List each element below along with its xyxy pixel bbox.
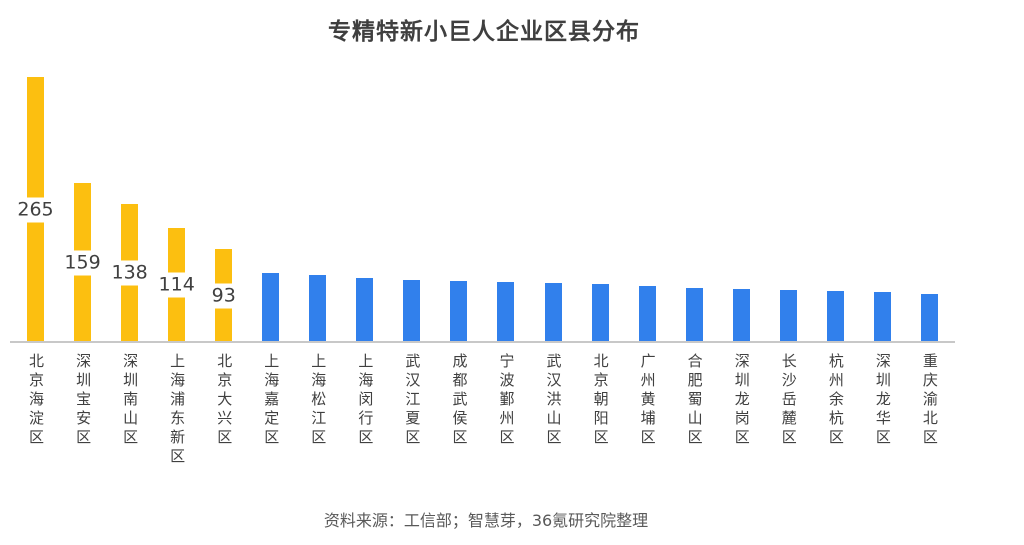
bar-column: 159 [59,77,106,342]
highlighted-bar: 114 [155,228,198,342]
x-axis-label-cell: 上海松江区 [294,353,341,467]
x-axis-label: 宁波鄞州区 [497,353,516,448]
bar [356,278,374,342]
bar [309,275,327,342]
bar-column [859,77,906,342]
x-axis-label: 上海闵行区 [356,353,375,448]
bar-column [388,77,435,342]
x-axis-label: 成都武侯区 [450,353,469,448]
bar [638,286,656,342]
bar-column: 114 [153,77,200,342]
x-axis-label-cell: 杭州余杭区 [812,353,859,467]
x-axis-label-cell: 北京朝阳区 [577,353,624,467]
bar-column [812,77,859,342]
x-axis-label: 北京海淀区 [27,353,46,448]
x-axis-label-cell: 成都武侯区 [435,353,482,467]
x-axis-label-cell: 深圳宝安区 [59,353,106,467]
bar-column [765,77,812,342]
plot-area: 265 159 138 114 93 [12,77,953,342]
x-axis-label-cell: 重庆渝北区 [906,353,953,467]
x-axis-label: 武汉江夏区 [403,353,422,448]
chart-title: 专精特新小巨人企业区县分布 [328,19,640,45]
bar [262,273,280,342]
bar-column [530,77,577,342]
x-axis-label: 重庆渝北区 [920,353,939,448]
highlighted-bar: 138 [108,204,151,342]
bar [826,291,844,342]
x-axis-line [10,341,955,343]
x-axis-labels: 北京海淀区 深圳宝安区 深圳南山区 上海浦东新区 北京大兴区 上海嘉定区 上海松江区 上海闵行… [12,353,953,467]
bar-column [671,77,718,342]
x-axis-label: 上海浦东新区 [168,353,187,467]
bar-column [341,77,388,342]
x-axis-label-cell: 长沙岳麓区 [765,353,812,467]
x-axis-label: 合肥蜀山区 [685,353,704,448]
bar-column [435,77,482,342]
x-axis-label-cell: 北京大兴区 [200,353,247,467]
highlighted-bar: 265 [14,77,57,342]
x-axis-label-cell: 武汉洪山区 [530,353,577,467]
x-axis-label: 杭州余杭区 [826,353,845,448]
bar [450,281,468,342]
x-axis-label-cell: 深圳龙岗区 [718,353,765,467]
x-axis-label: 深圳南山区 [121,353,140,448]
bar-column [577,77,624,342]
bar-column [718,77,765,342]
x-axis-label: 上海嘉定区 [262,353,281,448]
bar [403,280,421,342]
bar-column: 138 [106,77,153,342]
x-axis-label-cell: 深圳南山区 [106,353,153,467]
bar-column [482,77,529,342]
highlighted-bar: 93 [208,249,239,342]
bar [873,292,891,342]
bar [591,284,609,342]
x-axis-label: 深圳宝安区 [74,353,93,448]
x-axis-label: 深圳龙华区 [873,353,892,448]
bar-value-label: 159 [61,250,104,275]
x-axis-label-cell: 武汉江夏区 [388,353,435,467]
bar [685,288,703,342]
x-axis-label-cell: 上海闵行区 [341,353,388,467]
bar [544,283,562,342]
bar-column: 93 [200,77,247,342]
x-axis-label: 上海松江区 [309,353,328,448]
x-axis-label-cell: 深圳龙华区 [859,353,906,467]
bar-value-label: 93 [208,283,239,308]
x-axis-label-cell: 广州黄埔区 [624,353,671,467]
bar-column [294,77,341,342]
x-axis-label: 深圳龙岗区 [732,353,751,448]
bar [497,282,515,342]
source-note: 资料来源：工信部；智慧芽，36氪研究院整理 [323,511,649,530]
x-axis-label-cell: 上海嘉定区 [247,353,294,467]
x-axis-label: 广州黄埔区 [638,353,657,448]
bar-value-label: 138 [108,260,151,286]
bar [779,290,797,342]
x-axis-label: 北京朝阳区 [591,353,610,448]
x-axis-label-cell: 北京海淀区 [12,353,59,467]
bar-column [624,77,671,342]
bar [920,294,938,342]
x-axis-label-cell: 合肥蜀山区 [671,353,718,467]
highlighted-bar: 159 [61,183,104,342]
bar-value-label: 114 [155,272,198,298]
x-axis-label: 武汉洪山区 [544,353,563,448]
bar-value-label: 265 [14,197,57,222]
bar [732,289,750,342]
x-axis-label-cell: 宁波鄞州区 [482,353,529,467]
x-axis-label: 北京大兴区 [215,353,234,448]
bar-column [906,77,953,342]
bar-column: 265 [12,77,59,342]
bar-column [247,77,294,342]
x-axis-label: 长沙岳麓区 [779,353,798,448]
x-axis-label-cell: 上海浦东新区 [153,353,200,467]
